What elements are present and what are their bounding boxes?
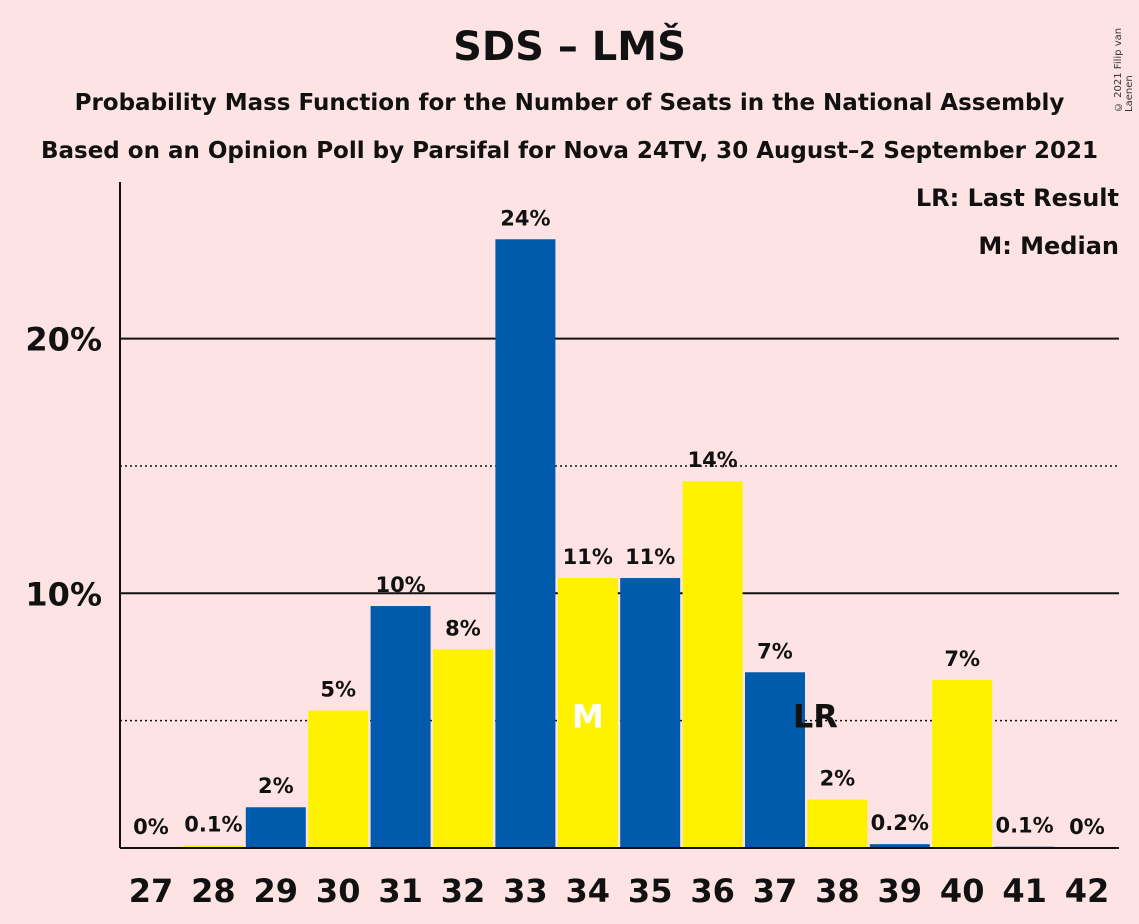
x-tick-label: 35 [628, 872, 673, 910]
bar [620, 578, 681, 848]
bar-value-label: 5% [320, 677, 356, 701]
x-tick-label: 29 [254, 872, 299, 910]
legend-last-result: LR: Last Result [915, 184, 1119, 212]
bar-value-label: 0% [133, 815, 169, 839]
x-tick-label: 42 [1065, 872, 1110, 910]
bar [370, 606, 431, 848]
bar-value-label: 0% [1069, 815, 1105, 839]
x-tick-label: 30 [316, 872, 361, 910]
bar [682, 481, 743, 848]
bar [495, 239, 556, 849]
x-tick-label: 40 [940, 872, 985, 910]
bar-value-label: 11% [625, 545, 675, 569]
x-tick-label: 28 [191, 872, 236, 910]
legend-median: M: Median [978, 232, 1119, 260]
bar-value-label: 2% [258, 774, 294, 798]
x-tick-label: 41 [1002, 872, 1047, 910]
x-tick-label: 34 [566, 872, 611, 910]
x-tick-label: 27 [129, 872, 174, 910]
bar-value-label: 10% [375, 573, 425, 597]
chart-subtitle: Probability Mass Function for the Number… [74, 90, 1065, 116]
bar [745, 672, 805, 848]
bar-value-label: 7% [944, 647, 980, 671]
bar-value-label: 8% [445, 616, 481, 640]
x-tick-label: 38 [815, 872, 860, 910]
x-tick-label: 39 [878, 872, 923, 910]
bar [932, 679, 993, 848]
bar [433, 649, 493, 848]
bar-value-label: 0.2% [871, 811, 929, 835]
bar [308, 710, 369, 848]
x-tick-label: 31 [378, 872, 423, 910]
x-tick-label: 36 [690, 872, 735, 910]
bar-value-label: 2% [820, 767, 856, 791]
median-marker: M [572, 698, 604, 736]
bar [807, 799, 868, 848]
bar [557, 578, 618, 848]
bar-value-label: 11% [563, 545, 613, 569]
y-tick-label: 10% [25, 575, 102, 613]
last-result-marker: LR [793, 698, 838, 736]
bar [245, 807, 306, 848]
y-tick-label: 20% [25, 321, 102, 359]
bar-value-label: 0.1% [184, 812, 242, 836]
bar [869, 844, 930, 848]
bar-value-label: 24% [500, 206, 550, 230]
bar-value-label: 14% [687, 448, 737, 472]
bar-value-label: 7% [757, 639, 793, 663]
chart-title: SDS – LMŠ [453, 24, 686, 70]
bar [183, 845, 244, 848]
bar-value-label: 0.1% [995, 814, 1053, 838]
x-tick-label: 33 [503, 872, 548, 910]
chart-source: Based on an Opinion Poll by Parsifal for… [40, 138, 1099, 164]
x-tick-label: 32 [441, 872, 486, 910]
x-tick-label: 37 [753, 872, 798, 910]
